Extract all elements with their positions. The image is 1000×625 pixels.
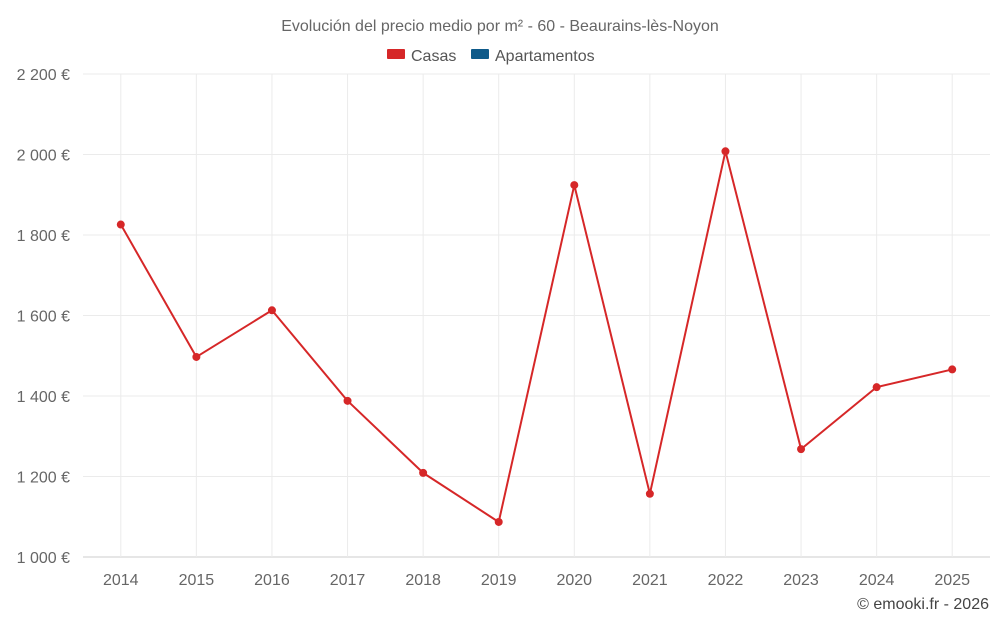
y-gridlines xyxy=(83,73,990,558)
legend-item-casas[interactable]: Casas xyxy=(387,48,456,65)
data-point-casas[interactable] xyxy=(645,489,654,498)
legend-item-apartamentos[interactable]: Apartamentos xyxy=(471,48,595,65)
x-tick-label: 2025 xyxy=(934,572,970,589)
x-tick-label: 2018 xyxy=(405,572,441,589)
y-tick-label: 1 600 € xyxy=(17,309,70,326)
x-tick-label: 2022 xyxy=(708,572,744,589)
x-tick-label: 2014 xyxy=(103,572,139,589)
data-point-casas[interactable] xyxy=(267,306,276,315)
series-layer xyxy=(116,147,957,526)
x-tick-label: 2024 xyxy=(859,572,895,589)
y-tick-label: 1 200 € xyxy=(17,470,70,487)
x-tick-label: 2017 xyxy=(330,572,366,589)
y-tick-label: 1 800 € xyxy=(17,228,70,245)
legend-label-apartamentos: Apartamentos xyxy=(495,48,595,65)
data-point-casas[interactable] xyxy=(797,445,806,454)
x-tick-label: 2016 xyxy=(254,572,290,589)
credit-text: © emooki.fr - 2026 xyxy=(857,596,989,613)
data-point-casas[interactable] xyxy=(192,352,201,361)
x-tick-label: 2015 xyxy=(179,572,215,589)
x-tick-label: 2019 xyxy=(481,572,517,589)
legend[interactable]: Casas Apartamentos xyxy=(387,48,595,65)
legend-label-casas: Casas xyxy=(411,48,456,65)
data-point-casas[interactable] xyxy=(419,468,428,477)
x-tick-label: 2020 xyxy=(556,572,592,589)
data-point-casas[interactable] xyxy=(948,365,957,374)
legend-swatch-apartamentos xyxy=(471,49,489,59)
data-point-casas[interactable] xyxy=(116,220,125,229)
legend-swatch-casas xyxy=(387,49,405,59)
data-point-casas[interactable] xyxy=(494,517,503,526)
x-axis-ticks: 2014 2015 2016 2017 2018 2019 2020 2021 2022 2023… xyxy=(103,572,970,589)
y-tick-label: 2 000 € xyxy=(17,148,70,165)
series-line-casas xyxy=(119,150,953,523)
data-point-casas[interactable] xyxy=(343,396,352,405)
y-tick-label: 1 400 € xyxy=(17,389,70,406)
y-tick-label: 1 000 € xyxy=(17,550,70,567)
data-point-casas[interactable] xyxy=(570,181,579,190)
y-axis-ticks: 1 000 € 1 200 € 1 400 € 1 600 € 1 800 € 2 000… xyxy=(17,67,70,567)
x-tick-label: 2021 xyxy=(632,572,668,589)
x-gridlines xyxy=(120,74,953,557)
data-point-casas[interactable] xyxy=(872,383,881,392)
y-tick-label: 2 200 € xyxy=(17,67,70,84)
data-point-casas[interactable] xyxy=(721,147,730,156)
x-tick-label: 2023 xyxy=(783,572,819,589)
chart-title: Evolución del precio medio por m² - 60 -… xyxy=(281,18,719,35)
